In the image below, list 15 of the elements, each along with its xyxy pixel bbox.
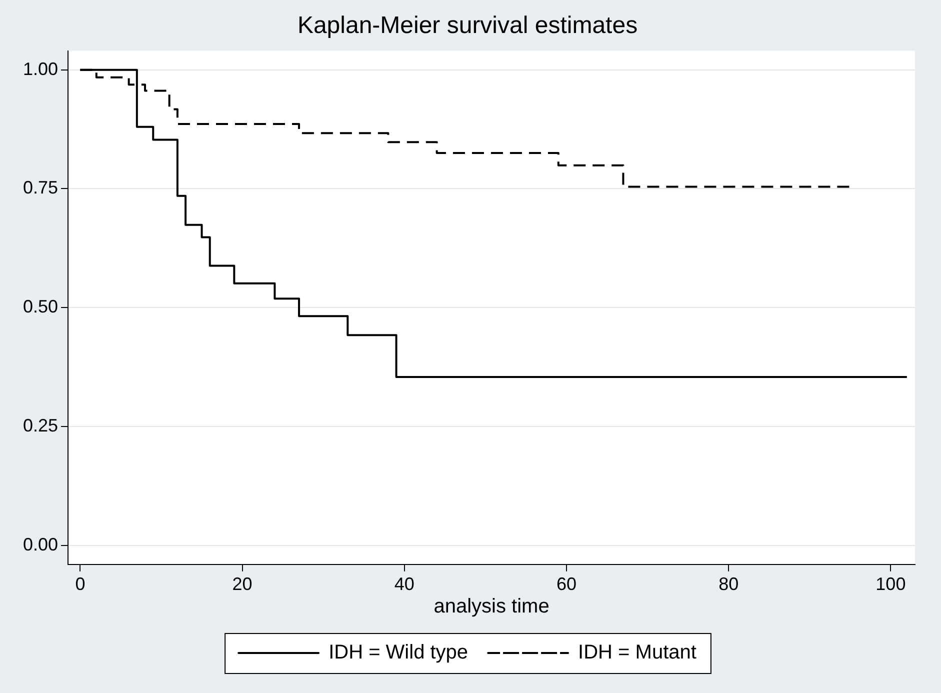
y-tick-label: 0.50 <box>22 296 58 317</box>
y-tick-label: 0.25 <box>22 415 58 436</box>
x-tick-label: 80 <box>718 574 739 594</box>
x-tick-label: 20 <box>232 574 252 594</box>
x-tick-label: 0 <box>75 574 86 594</box>
x-tick-label: 40 <box>394 574 414 594</box>
legend-label: IDH = Mutant <box>578 642 697 664</box>
x-axis-title: analysis time <box>434 596 550 618</box>
x-tick-label: 60 <box>556 574 577 594</box>
x-tick-label: 100 <box>876 574 906 594</box>
y-tick-label: 1.00 <box>22 58 58 79</box>
y-tick-label: 0.75 <box>22 178 58 198</box>
y-tick-label: 0.00 <box>22 534 58 554</box>
legend-label: IDH = Wild type <box>328 642 468 664</box>
chart-title: Kaplan-Meier survival estimates <box>297 12 638 40</box>
